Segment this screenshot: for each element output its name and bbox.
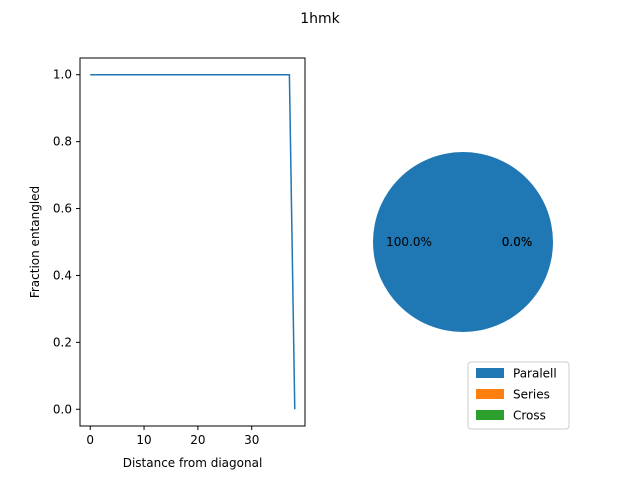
y-tick-label: 0.0 — [53, 402, 72, 416]
pie-slices — [373, 152, 553, 332]
legend-swatch-series — [476, 389, 504, 399]
pie-slice-paralell — [373, 152, 553, 332]
legend-label-series: Series — [513, 388, 550, 402]
pie-chart: 100.0% 0.0%0.0% — [373, 152, 553, 332]
pie-percent-labels: 100.0% 0.0%0.0% — [386, 235, 532, 249]
y-tick-label: 0.6 — [53, 202, 72, 216]
y-axis-label: Fraction entangled — [28, 186, 42, 298]
x-tick-label: 30 — [244, 433, 259, 447]
y-tick-label: 1.0 — [53, 68, 72, 82]
x-axis-ticks: 0 10 20 30 — [86, 426, 259, 447]
y-tick-label: 0.4 — [53, 268, 72, 282]
legend-label-cross: Cross — [513, 409, 546, 423]
pie-percent-label: 0.0% — [502, 235, 533, 249]
x-tick-label: 10 — [136, 433, 151, 447]
x-tick-label: 20 — [190, 433, 205, 447]
line-plot-frame — [79, 57, 306, 427]
y-tick-label: 0.2 — [53, 335, 72, 349]
figure-title: 1hmk — [300, 11, 340, 27]
y-axis-ticks: 0.0 0.2 0.4 0.6 0.8 1.0 — [53, 68, 80, 416]
line-chart: 0 10 20 30 0.0 0.2 0.4 0.6 0.8 1.0 Distance from… — [28, 57, 306, 470]
pie-legend: Paralell Series Cross — [467, 361, 570, 430]
pie-percent-label: 0.0% — [502, 235, 533, 249]
x-axis-label: Distance from diagonal — [123, 456, 263, 470]
fraction-entangled-line — [90, 73, 296, 410]
legend-label-paralell: Paralell — [513, 367, 557, 381]
legend-swatch-cross — [476, 410, 504, 420]
x-tick-label: 0 — [86, 433, 94, 447]
legend-swatch-paralell — [476, 368, 504, 378]
pie-percent-label: 100.0% — [386, 235, 432, 249]
y-tick-label: 0.8 — [53, 135, 72, 149]
